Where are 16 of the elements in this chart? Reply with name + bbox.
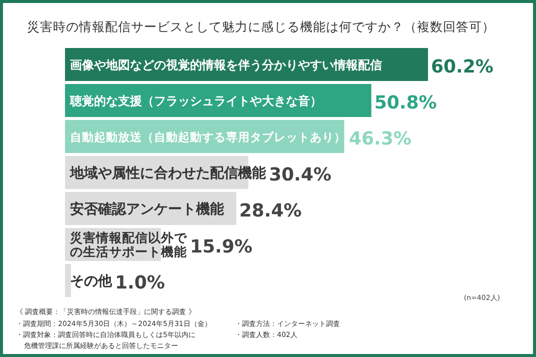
bar bbox=[65, 264, 72, 297]
data-label: 50.8% bbox=[374, 92, 437, 114]
y-tick-label: 災害情報配信以外での生活サポート機能 bbox=[69, 230, 188, 259]
data-label: 1.0% bbox=[115, 272, 165, 294]
y-tick-label: 地域や属性に合わせた配信機能 bbox=[69, 166, 267, 182]
y-tick-label: その他 bbox=[70, 274, 113, 290]
data-label: 15.9% bbox=[190, 236, 252, 258]
chart-title: 災害時の情報配信サービスとして魅力に感じる機能は何ですか？（複数回答可） bbox=[27, 19, 495, 34]
data-label: 46.3% bbox=[349, 128, 412, 150]
y-tick-label: 安否確認アンケート機能 bbox=[70, 200, 225, 218]
y-tick-label: 自動起動放送（自動起動する専用タブレットあり） bbox=[70, 130, 346, 144]
y-tick-label: 画像や地図などの視覚的情報を伴う分かりやすい情報配信 bbox=[70, 58, 382, 72]
data-label: 30.4% bbox=[269, 164, 332, 186]
data-label: 60.2% bbox=[431, 56, 494, 78]
data-label: 28.4% bbox=[239, 200, 302, 222]
y-tick-label: 聴覚的な支援（フラッシュライトや大きな音） bbox=[69, 94, 322, 108]
